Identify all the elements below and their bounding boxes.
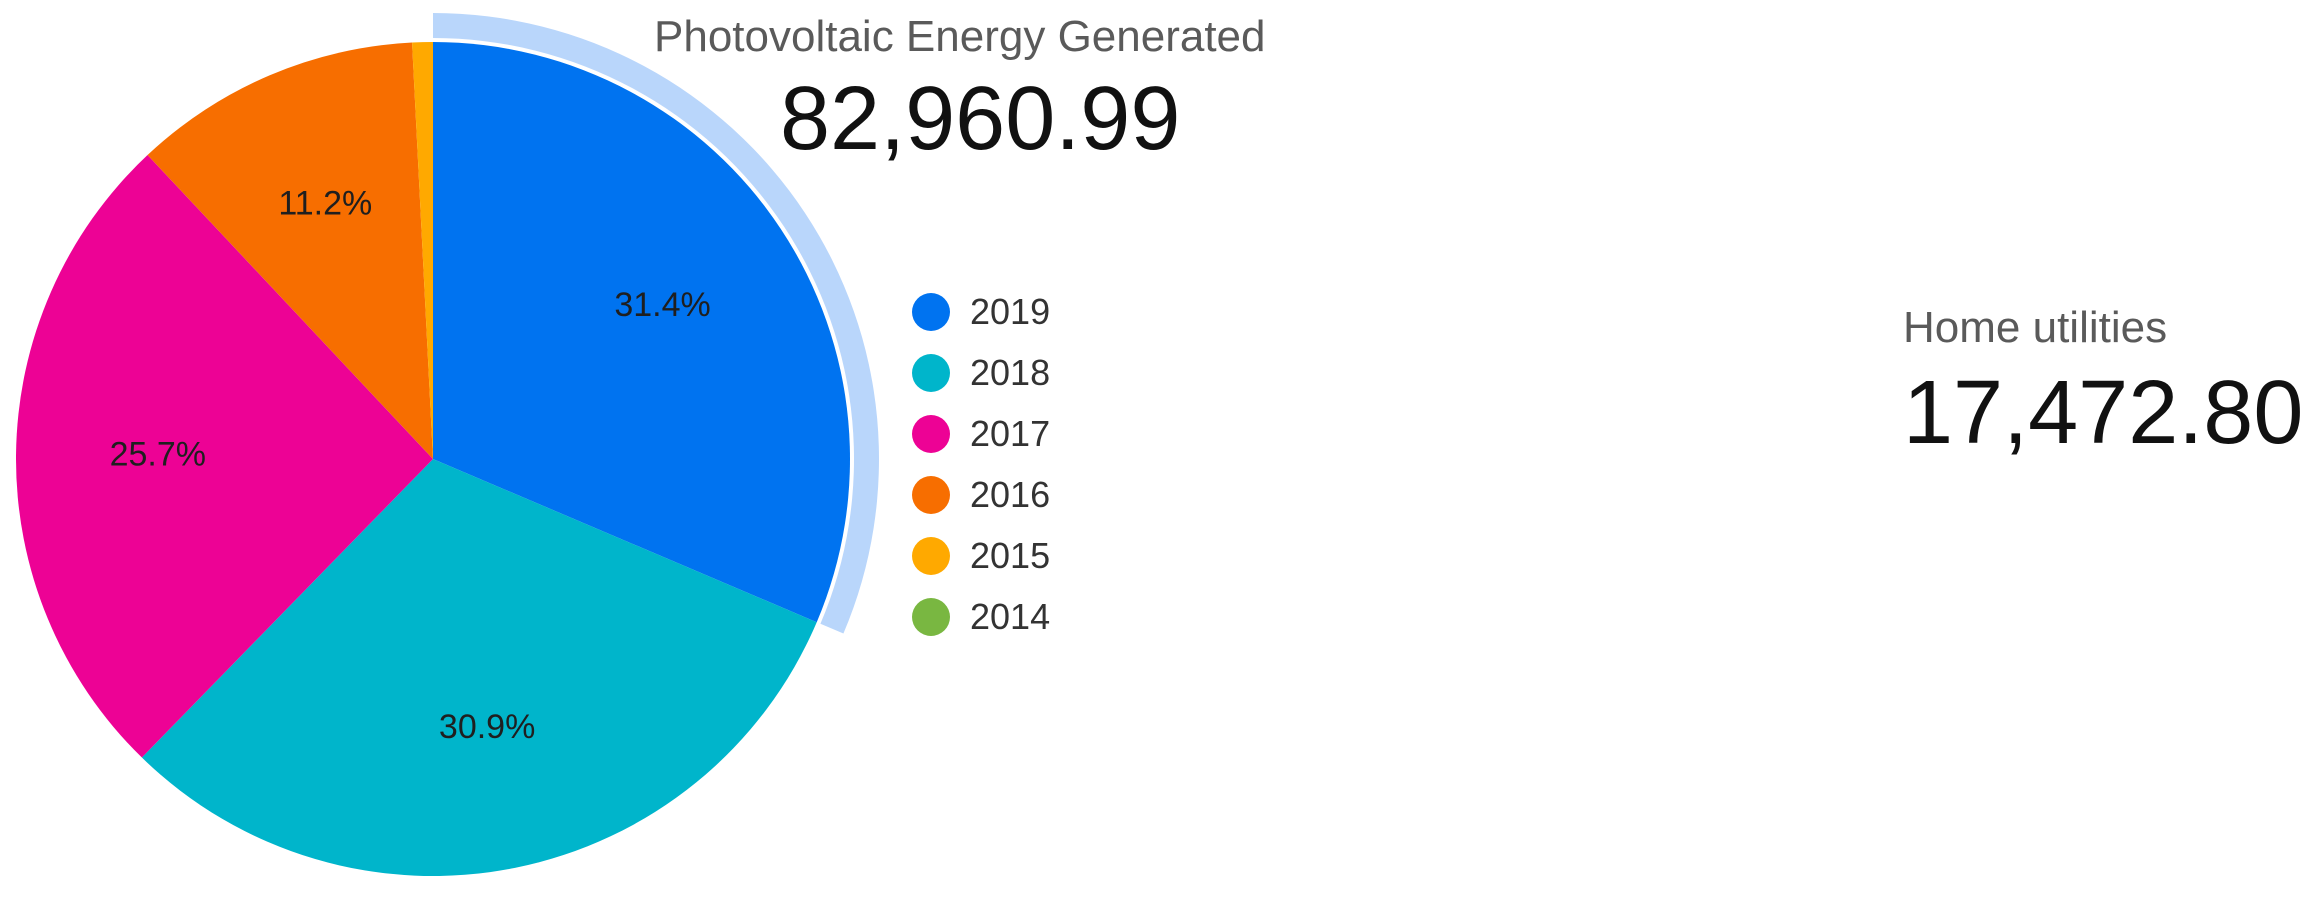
legend-swatch-2016: [912, 475, 950, 514]
pie-slice-2019[interactable]: [433, 42, 850, 623]
home-utilities-scorecard-value: 17,472.80: [1903, 363, 2304, 463]
legend-label-2015: 2015: [970, 534, 1051, 576]
slice-label-2017: 25.7%: [110, 435, 206, 473]
legend-swatch-2018: [912, 353, 950, 392]
legend-label-2019: 2019: [970, 290, 1051, 332]
legend-item-2015[interactable]: 2015: [912, 525, 1050, 586]
pie-chart: 31.4% 30.9% 25.7% 11.2%: [15, 13, 879, 877]
legend-swatch-2019: [912, 292, 950, 331]
pie-slice-2018[interactable]: [141, 459, 817, 877]
pie-slice-2015[interactable]: [412, 42, 433, 459]
legend-item-2016[interactable]: 2016: [912, 464, 1050, 525]
legend-swatch-2017: [912, 414, 950, 453]
legend-label-2016: 2016: [970, 473, 1051, 515]
pie-slice-2016[interactable]: [147, 42, 433, 460]
home-utilities-scorecard-label: Home utilities: [1903, 303, 2168, 352]
legend-item-2017[interactable]: 2017: [912, 403, 1050, 464]
legend-label-2017: 2017: [970, 412, 1051, 454]
legend-swatch-2014: [912, 597, 950, 636]
legend-item-2019[interactable]: 2019: [912, 281, 1050, 342]
pie-slice-2017[interactable]: [15, 155, 433, 758]
legend-label-2014: 2014: [970, 595, 1051, 637]
legend-swatch-2015: [912, 536, 950, 575]
legend-label-2018: 2018: [970, 351, 1051, 393]
legend-item-2018[interactable]: 2018: [912, 342, 1050, 403]
slice-highlight-ring-2019: [433, 13, 879, 634]
photovoltaic-scorecard-value: 82,960.99: [780, 69, 1181, 169]
legend-item-2014[interactable]: 2014: [912, 586, 1050, 647]
slice-label-2018: 30.9%: [439, 708, 535, 746]
chart-legend: 2019 2018 2017 2016 2015 2014: [912, 281, 1050, 647]
slice-label-2019: 31.4%: [614, 286, 710, 324]
photovoltaic-scorecard-label: Photovoltaic Energy Generated: [654, 12, 1266, 61]
slice-label-2016: 11.2%: [278, 185, 372, 223]
